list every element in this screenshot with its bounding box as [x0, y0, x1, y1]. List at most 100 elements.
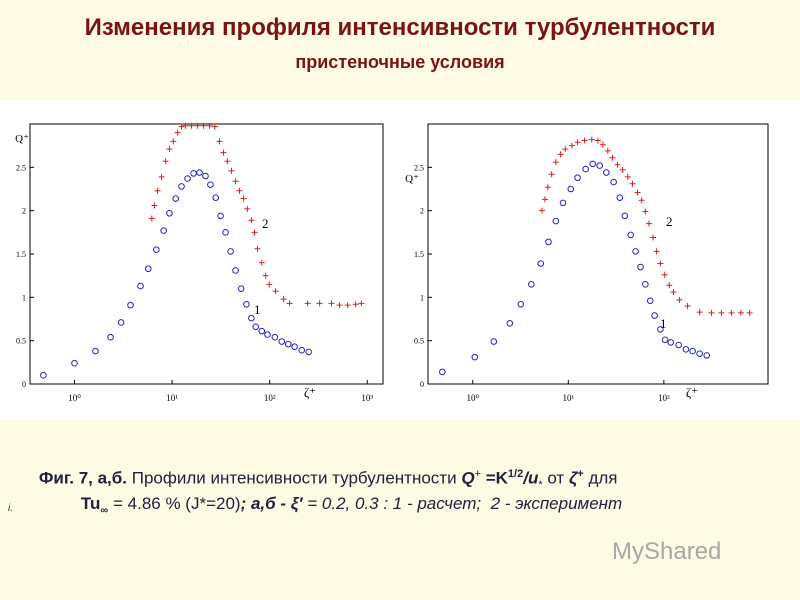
caption-text: * — [538, 479, 543, 492]
data-point — [248, 314, 255, 322]
caption-text: = 4.86 % (J*=20) — [108, 494, 241, 513]
data-point — [544, 184, 551, 191]
data-point — [746, 309, 753, 316]
data-point — [642, 208, 649, 215]
data-point — [632, 248, 639, 255]
data-point — [490, 338, 498, 345]
data-point — [684, 303, 691, 309]
caption-line: Фиг. 7, а,б. Профили интенсивности турбу… — [20, 448, 618, 511]
data-point — [506, 320, 514, 327]
data-point — [634, 189, 641, 196]
data-point — [227, 248, 234, 255]
data-point — [604, 147, 611, 154]
x-tick-label: 10¹ — [166, 393, 178, 403]
caption-text: от — [542, 468, 569, 488]
data-point — [541, 196, 548, 203]
data-point — [552, 159, 559, 166]
data-point — [621, 212, 629, 220]
data-point — [471, 353, 479, 361]
caption-text: + — [474, 468, 481, 480]
data-point — [609, 154, 616, 161]
data-point — [588, 136, 595, 143]
data-point — [594, 137, 601, 144]
data-point — [642, 281, 649, 288]
data-point — [344, 302, 351, 309]
caption-text: ; а,б - — [240, 494, 291, 513]
x-tick-label: 10¹ — [562, 393, 574, 403]
data-point — [224, 158, 231, 165]
data-point — [222, 229, 229, 236]
series-label: 1 — [254, 302, 261, 317]
caption-text: Tu — [80, 494, 101, 513]
data-point — [646, 297, 654, 305]
y-tick-label: 1 — [420, 293, 424, 302]
data-point — [188, 122, 195, 129]
data-point — [232, 178, 239, 185]
data-point — [708, 309, 715, 316]
caption-line: Tu∞ = 4.86 % (J*=20); а,б - ξ′ = 0.2, 0.… — [62, 474, 622, 536]
y-axis-label: Q⁺ — [15, 133, 29, 145]
y-axis-label: Q⁺ — [405, 173, 419, 185]
data-point — [251, 229, 258, 236]
data-point — [252, 323, 260, 331]
data-point — [305, 348, 312, 356]
data-point — [154, 187, 161, 194]
data-point — [537, 260, 545, 267]
plot-background — [0, 100, 800, 420]
caption-text: /u — [523, 468, 539, 488]
data-point — [206, 122, 213, 129]
data-point — [166, 209, 173, 217]
data-point — [682, 346, 690, 353]
data-point — [291, 343, 298, 351]
data-point — [638, 197, 645, 204]
data-point — [559, 199, 567, 207]
caption-text: = 0.2, 0.3 : 1 - расчет; 2 - эксперимент — [302, 494, 623, 513]
data-point — [616, 194, 624, 201]
y-tick-label: 2 — [420, 207, 424, 216]
data-point — [358, 300, 365, 307]
data-point — [148, 215, 155, 222]
data-point — [258, 259, 265, 266]
data-point — [166, 146, 173, 153]
data-point — [266, 281, 273, 288]
data-point — [178, 183, 185, 190]
data-point — [439, 368, 446, 376]
slide-subtitle: пристеночные условия — [295, 52, 505, 72]
data-point — [627, 231, 635, 239]
data-point — [137, 282, 144, 290]
series-label: 1 — [660, 316, 667, 331]
data-point — [280, 296, 287, 303]
data-point — [538, 207, 545, 214]
data-point — [589, 160, 597, 168]
data-point — [599, 141, 606, 148]
data-point — [670, 289, 677, 296]
data-point — [574, 174, 581, 182]
y-tick-label: 1.5 — [414, 250, 424, 259]
data-point — [264, 331, 271, 338]
data-point — [336, 302, 343, 309]
data-point — [596, 162, 603, 169]
caption-text: Профили интенсивности турбулентности — [127, 468, 462, 488]
data-point — [262, 272, 269, 279]
data-point — [258, 327, 266, 335]
data-point — [528, 281, 535, 288]
data-point — [196, 169, 203, 176]
charts: 0 0.5 1 1.5 2 2.5 10⁰ 10¹ 10² 10³ Q⁺ ζ⁺ 1 2 0 0.5 1 1.5 2 2… — [0, 100, 800, 420]
data-point — [244, 205, 251, 212]
data-point — [172, 195, 180, 202]
data-point — [610, 178, 617, 186]
data-point — [517, 300, 525, 308]
series-label: 2 — [262, 216, 269, 231]
data-point — [667, 339, 675, 346]
data-point — [557, 151, 564, 158]
caption-text: ζ — [568, 468, 578, 488]
data-point — [236, 187, 243, 194]
data-point — [248, 217, 255, 224]
data-point — [696, 350, 703, 357]
x-axis-label: ζ⁺ — [304, 385, 316, 400]
data-point — [211, 123, 218, 130]
data-point — [284, 340, 292, 348]
data-point — [144, 265, 152, 273]
data-point — [107, 333, 114, 341]
data-point — [243, 300, 250, 308]
